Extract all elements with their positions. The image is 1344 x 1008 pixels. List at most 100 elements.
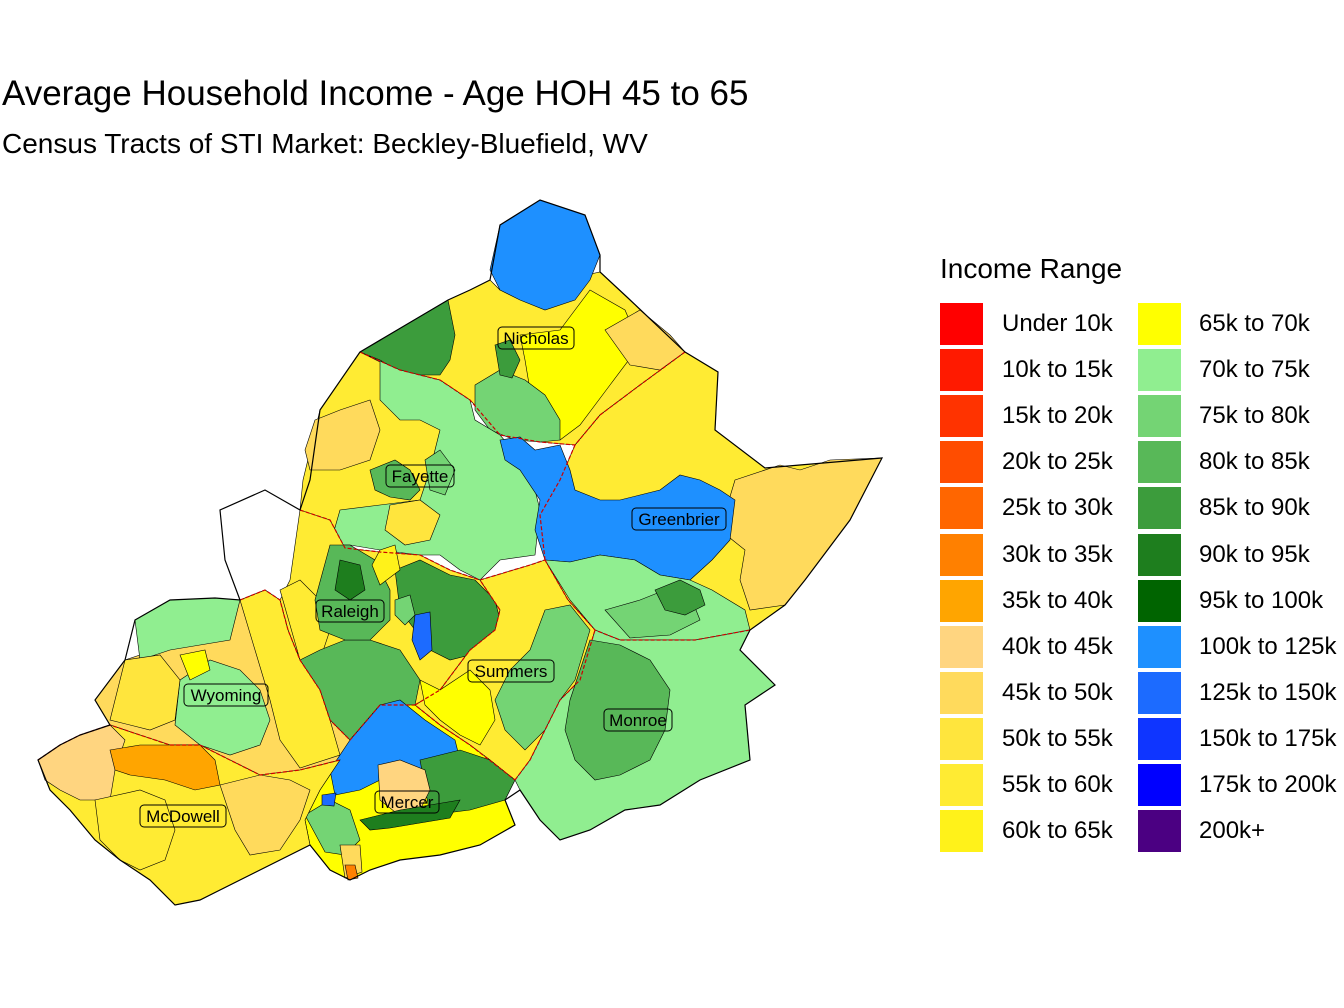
svg-text:Greenbrier: Greenbrier	[638, 510, 720, 529]
legend-label: 55k to 60k	[1002, 771, 1113, 798]
legend-label: 100k to 125k	[1199, 632, 1337, 660]
legend-swatch	[940, 717, 983, 760]
tract	[424, 449, 456, 496]
legend-label: 200k+	[1199, 817, 1266, 845]
county-boundaries	[37, 351, 751, 781]
svg-text:Raleigh: Raleigh	[321, 602, 379, 621]
legend-swatch	[940, 764, 983, 806]
legend-swatch	[1138, 764, 1181, 806]
county-labels: Nicholas Fayette Greenbrier Raleigh Summ…	[139, 326, 727, 828]
county-label-monroe: Monroe	[603, 708, 673, 732]
legend-swatch	[940, 810, 983, 853]
legend-label: 50k to 55k	[1002, 724, 1113, 752]
legend-swatch	[1138, 303, 1181, 345]
county-label-greenbrier: Greenbrier	[631, 507, 727, 531]
svg-text:Summers: Summers	[475, 662, 548, 681]
legend-label: 75k to 80k	[1199, 402, 1310, 430]
svg-text:Wyoming: Wyoming	[191, 686, 262, 705]
legend-label: 90k to 95k	[1199, 540, 1310, 568]
legend-swatch	[1138, 625, 1181, 668]
tract	[304, 399, 381, 471]
legend-swatch	[940, 533, 983, 576]
county-summers	[414, 559, 596, 781]
tract	[419, 669, 496, 746]
legend-label: 95k to 100k	[1199, 586, 1324, 614]
legend-swatch	[940, 579, 983, 622]
county-label-wyoming: Wyoming	[183, 683, 269, 707]
county-nicholas	[359, 199, 686, 446]
svg-text:McDowell: McDowell	[146, 807, 220, 826]
tract	[219, 774, 311, 856]
legend-swatch	[1138, 487, 1181, 530]
tract	[564, 639, 671, 781]
legend-label: Under 10k	[1002, 310, 1113, 337]
tract	[494, 604, 591, 751]
tract	[474, 369, 561, 443]
legend-label: 15k to 20k	[1002, 402, 1113, 430]
tract	[654, 579, 706, 616]
svg-text:Monroe: Monroe	[609, 711, 667, 730]
svg-text:Mercer: Mercer	[381, 793, 434, 812]
legend-swatch	[1138, 533, 1181, 576]
legend-label: 60k to 65k	[1002, 817, 1113, 845]
legend-swatch	[1138, 717, 1181, 760]
county-label-mercer: Mercer	[374, 790, 440, 814]
legend-label: 10k to 15k	[1002, 356, 1113, 384]
svg-text:Nicholas: Nicholas	[503, 329, 568, 348]
county-label-raleigh: Raleigh	[315, 599, 385, 623]
tract	[334, 559, 366, 601]
legend-swatch	[940, 671, 983, 714]
legend-label: 40k to 45k	[1002, 632, 1113, 660]
tract	[384, 499, 441, 546]
county-label-nicholas: Nicholas	[497, 326, 575, 350]
legend-swatch	[1138, 349, 1181, 392]
legend-swatch	[940, 487, 983, 530]
legend-label: 80k to 85k	[1199, 448, 1310, 476]
legend-swatch	[1138, 441, 1181, 484]
tract	[339, 844, 363, 879]
tract	[179, 649, 211, 681]
tract	[377, 759, 431, 813]
legend-swatch	[940, 441, 983, 484]
tract	[321, 792, 337, 807]
legend-swatch	[940, 349, 983, 392]
tract	[109, 654, 181, 731]
legend-swatch	[940, 303, 983, 345]
legend-label: 125k to 150k	[1199, 678, 1337, 706]
county-greenbrier	[499, 351, 883, 641]
legend-label: 85k to 90k	[1199, 494, 1310, 522]
map-title: Average Household Income - Age HOH 45 to…	[2, 74, 749, 113]
tract	[499, 436, 736, 581]
county-label-fayette: Fayette	[385, 464, 455, 488]
map-subtitle: Census Tracts of STI Market: Beckley-Blu…	[2, 128, 648, 159]
svg-text:Fayette: Fayette	[392, 467, 449, 486]
tract	[94, 789, 176, 871]
legend-swatch	[1138, 395, 1181, 438]
tract	[359, 799, 461, 831]
legend-label: 65k to 70k	[1199, 310, 1310, 337]
county-label-summers: Summers	[467, 659, 555, 683]
legend-swatch	[940, 625, 983, 668]
legend-swatch	[1138, 579, 1181, 622]
market-boundary	[37, 199, 884, 906]
county-mcdowell	[37, 724, 341, 906]
tract	[394, 594, 416, 626]
legend-label: 25k to 30k	[1002, 494, 1113, 522]
legend-label: 70k to 75k	[1199, 356, 1310, 384]
legend-label: 150k to 175k	[1199, 724, 1337, 752]
county-fayette	[299, 351, 541, 581]
legend-label: 175k to 200k	[1199, 771, 1337, 798]
legend-label: 35k to 40k	[1002, 586, 1113, 614]
legend-title: Income Range	[940, 253, 1123, 284]
tract	[411, 611, 433, 661]
tract	[344, 864, 359, 881]
legend-swatch	[940, 395, 983, 438]
tract	[369, 459, 421, 501]
legend-label: 20k to 25k	[1002, 448, 1113, 476]
county-label-mcdowell: McDowell	[139, 804, 227, 828]
legend-swatch	[1138, 810, 1181, 853]
legend-label: 45k to 50k	[1002, 678, 1113, 706]
legend-label: 30k to 35k	[1002, 540, 1113, 568]
